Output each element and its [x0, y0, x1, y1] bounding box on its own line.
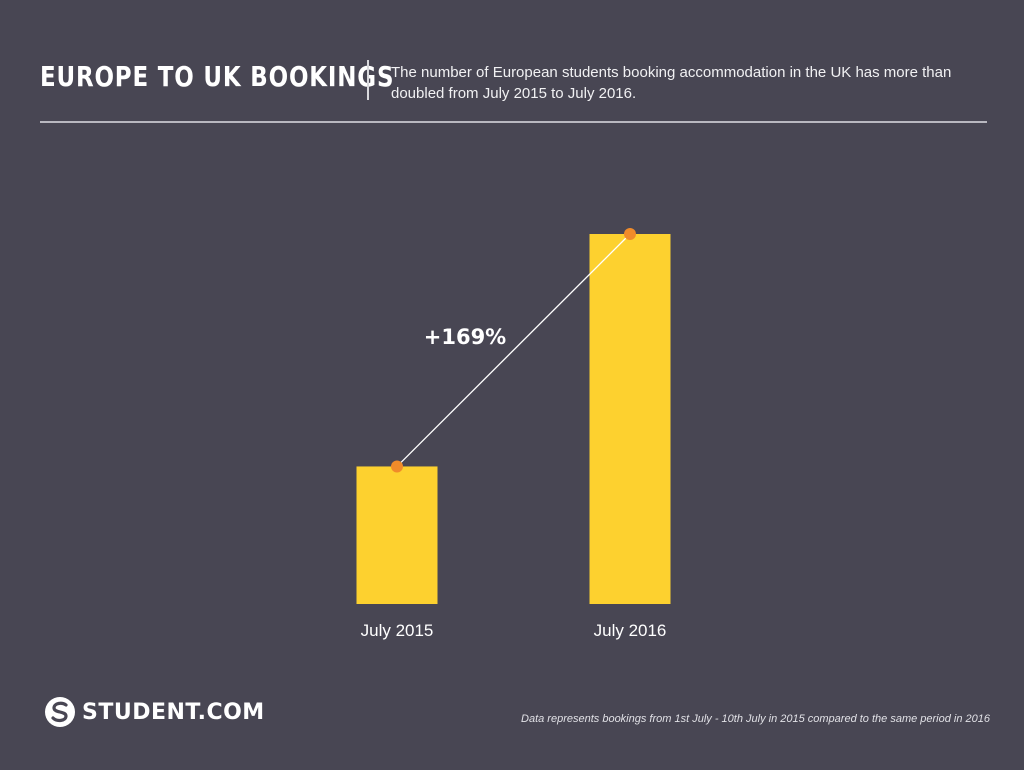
data-point-1 — [624, 228, 636, 240]
data-footnote: Data represents bookings from 1st July -… — [521, 713, 990, 725]
growth-annotation: +169% — [424, 325, 506, 349]
bar-0 — [356, 466, 438, 604]
brand-logo: STUDENT.COM — [44, 694, 265, 730]
header-rule — [40, 121, 987, 123]
bar-1 — [589, 234, 671, 604]
growth-connector-line — [396, 233, 631, 467]
x-tick-label-0: July 2015 — [361, 621, 434, 640]
chart-title: EUROPE TO UK BOOKINGS — [40, 60, 395, 93]
student-logo-icon — [45, 697, 75, 727]
data-point-0 — [391, 460, 403, 473]
title-divider — [367, 60, 369, 100]
x-tick-label-1: July 2016 — [594, 621, 667, 640]
chart-subtitle: The number of European students booking … — [391, 64, 952, 102]
brand-name: STUDENT.COM — [82, 699, 265, 725]
